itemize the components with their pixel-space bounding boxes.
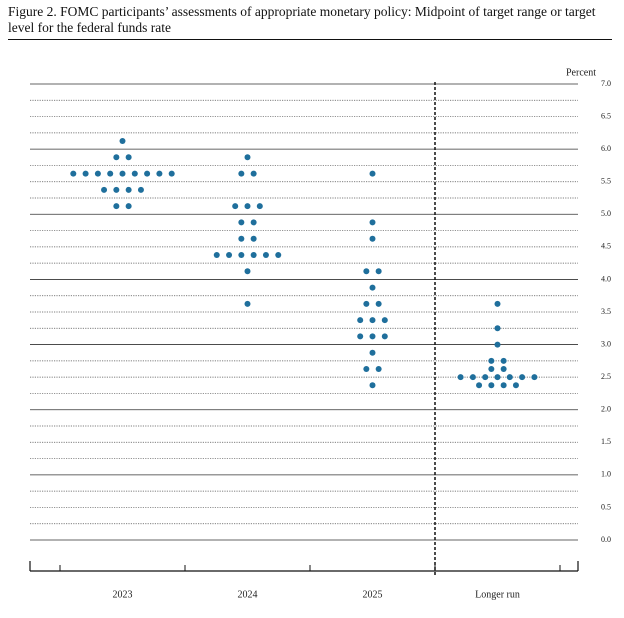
dot xyxy=(119,170,126,177)
dot xyxy=(469,374,476,381)
dot xyxy=(125,186,132,193)
dot xyxy=(137,186,144,193)
dot xyxy=(488,382,495,389)
dot xyxy=(232,203,239,210)
dot xyxy=(500,382,507,389)
y-tick-label: 4.0 xyxy=(601,274,611,283)
dot xyxy=(113,154,120,161)
dot xyxy=(363,268,370,275)
dot xyxy=(506,374,513,381)
dot xyxy=(125,154,132,161)
dot xyxy=(144,170,151,177)
y-tick-label: 4.5 xyxy=(601,242,611,251)
dot xyxy=(107,170,114,177)
dot xyxy=(369,317,376,324)
dot xyxy=(238,235,245,242)
dot xyxy=(488,366,495,372)
y-tick-label: 6.5 xyxy=(601,111,611,120)
dot xyxy=(250,219,257,226)
dot xyxy=(119,138,126,144)
dot xyxy=(512,382,519,389)
y-tick-label: 2.0 xyxy=(601,405,611,414)
chart-title: Figure 2. FOMC participants’ assessments… xyxy=(8,4,596,35)
dot xyxy=(70,170,77,177)
dot xyxy=(82,170,89,177)
dot xyxy=(482,374,489,381)
y-tick-label: 1.0 xyxy=(601,470,611,479)
dot xyxy=(244,268,251,275)
y-tick-label: 3.5 xyxy=(601,307,611,316)
dot xyxy=(357,333,364,340)
dot xyxy=(113,203,120,210)
dot xyxy=(494,341,501,348)
dot xyxy=(256,203,263,210)
dot xyxy=(131,170,138,177)
dot xyxy=(262,252,269,258)
dot xyxy=(250,170,257,177)
dot xyxy=(369,170,376,177)
dot xyxy=(238,170,245,177)
dot xyxy=(531,374,538,381)
dot xyxy=(244,203,251,210)
dot xyxy=(375,366,382,372)
dot xyxy=(375,268,382,275)
dot xyxy=(369,382,376,389)
y-tick-label: 2.5 xyxy=(601,372,611,381)
dot xyxy=(519,374,526,381)
dot xyxy=(369,349,376,356)
dot xyxy=(238,252,245,258)
dot xyxy=(488,357,495,364)
dot xyxy=(238,219,245,226)
x-tick-label: 2023 xyxy=(113,589,133,600)
dot xyxy=(275,252,282,258)
dot xyxy=(94,170,101,177)
dot xyxy=(494,374,501,381)
y-tick-label: 5.5 xyxy=(601,177,611,186)
dot xyxy=(244,300,251,307)
dot xyxy=(244,154,251,161)
title-rule xyxy=(8,39,612,40)
dot xyxy=(363,366,370,372)
dot xyxy=(113,186,120,193)
y-tick-label: 1.5 xyxy=(601,437,611,446)
y-tick-label: 3.0 xyxy=(601,339,611,348)
dot xyxy=(226,252,233,258)
dot xyxy=(250,235,257,242)
dot xyxy=(381,333,388,340)
x-tick-label: 2024 xyxy=(238,589,258,600)
y-tick-label: 7.0 xyxy=(601,79,611,88)
dot xyxy=(125,203,132,210)
dot xyxy=(357,317,364,324)
dot xyxy=(213,252,220,258)
dot xyxy=(500,366,507,372)
dot xyxy=(369,333,376,340)
dot xyxy=(369,235,376,242)
dot xyxy=(381,317,388,324)
x-tick-label: 2025 xyxy=(363,589,383,600)
y-tick-label: 6.0 xyxy=(601,144,611,153)
y-tick-label: 0.5 xyxy=(601,502,611,511)
dot xyxy=(494,300,501,307)
dot xyxy=(494,325,501,332)
dot xyxy=(369,219,376,226)
dot xyxy=(369,284,376,291)
dot xyxy=(476,382,483,389)
dot xyxy=(500,357,507,364)
dot xyxy=(168,170,175,177)
y-tick-label: 0.0 xyxy=(601,535,611,544)
x-tick-label: Longer run xyxy=(475,589,520,600)
dot xyxy=(101,186,108,193)
dot xyxy=(363,300,370,307)
y-tick-label: 5.0 xyxy=(601,209,611,218)
dot xyxy=(375,300,382,307)
dot xyxy=(156,170,163,177)
dot xyxy=(457,374,464,381)
dot xyxy=(250,252,257,258)
y-axis-label: Percent xyxy=(566,67,596,78)
